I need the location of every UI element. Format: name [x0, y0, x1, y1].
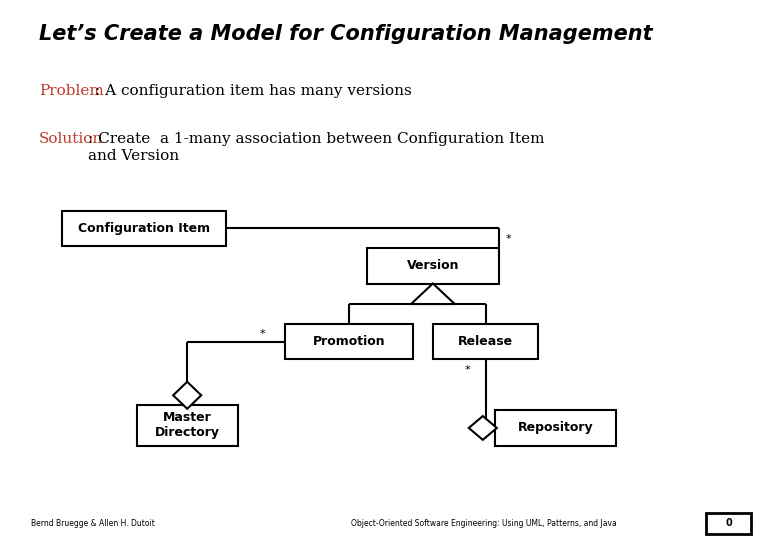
- Text: *: *: [260, 329, 265, 339]
- Polygon shape: [469, 416, 497, 440]
- Text: : Create  a 1-many association between Configuration Item
and Version: : Create a 1-many association between Co…: [88, 132, 544, 163]
- Text: Version: Version: [406, 259, 459, 273]
- FancyBboxPatch shape: [495, 410, 616, 445]
- Text: Solution: Solution: [39, 132, 103, 146]
- Polygon shape: [411, 284, 455, 304]
- Text: *: *: [464, 364, 470, 375]
- Polygon shape: [173, 382, 201, 409]
- FancyBboxPatch shape: [433, 324, 538, 359]
- Text: Problem: Problem: [39, 84, 104, 98]
- FancyBboxPatch shape: [367, 248, 499, 284]
- Text: Let’s Create a Model for Configuration Management: Let’s Create a Model for Configuration M…: [39, 24, 653, 44]
- Text: Master
Directory: Master Directory: [154, 411, 220, 439]
- Text: Release: Release: [458, 335, 513, 348]
- Text: 0: 0: [725, 518, 732, 528]
- FancyBboxPatch shape: [706, 513, 751, 534]
- Text: Bernd Bruegge & Allen H. Dutoit: Bernd Bruegge & Allen H. Dutoit: [31, 519, 155, 528]
- FancyBboxPatch shape: [62, 211, 226, 246]
- Text: Promotion: Promotion: [313, 335, 385, 348]
- FancyBboxPatch shape: [285, 324, 413, 359]
- Text: *: *: [505, 234, 511, 244]
- Text: : A configuration item has many versions: : A configuration item has many versions: [95, 84, 412, 98]
- Text: Object-Oriented Software Engineering: Using UML, Patterns, and Java: Object-Oriented Software Engineering: Us…: [351, 519, 617, 528]
- FancyBboxPatch shape: [136, 405, 238, 446]
- Text: Repository: Repository: [518, 421, 594, 435]
- Text: Configuration Item: Configuration Item: [78, 221, 211, 235]
